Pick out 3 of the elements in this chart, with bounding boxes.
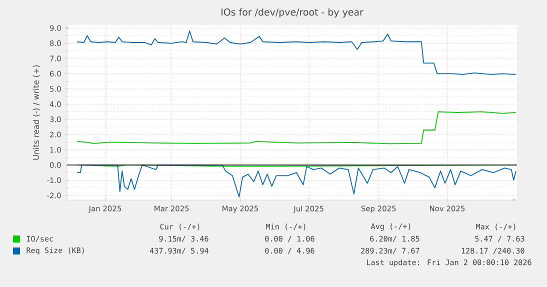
chart-title: IOs for /dev/pve/root - by year	[222, 8, 364, 18]
line-series	[76, 30, 516, 75]
line-series	[76, 111, 516, 144]
